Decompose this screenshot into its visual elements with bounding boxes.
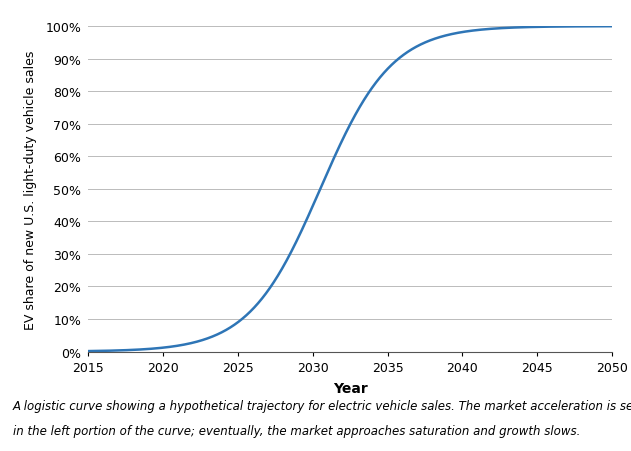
X-axis label: Year: Year xyxy=(333,382,368,396)
Text: in the left portion of the curve; eventually, the market approaches saturation a: in the left portion of the curve; eventu… xyxy=(13,424,580,437)
Y-axis label: EV share of new U.S. light-duty vehicle sales: EV share of new U.S. light-duty vehicle … xyxy=(24,50,37,329)
Text: A logistic curve showing a hypothetical trajectory for electric vehicle sales. T: A logistic curve showing a hypothetical … xyxy=(13,399,631,412)
